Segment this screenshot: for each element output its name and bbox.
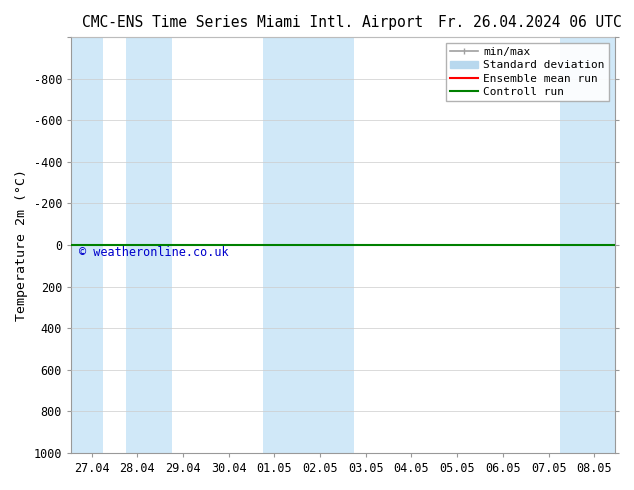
Text: Fr. 26.04.2024 06 UTC: Fr. 26.04.2024 06 UTC <box>437 15 621 30</box>
Bar <box>263 37 309 453</box>
Text: CMC-ENS Time Series Miami Intl. Airport: CMC-ENS Time Series Miami Intl. Airport <box>82 15 424 30</box>
Bar <box>560 37 615 453</box>
Legend: min/max, Standard deviation, Ensemble mean run, Controll run: min/max, Standard deviation, Ensemble me… <box>446 43 609 101</box>
Y-axis label: Temperature 2m (°C): Temperature 2m (°C) <box>15 169 28 321</box>
Bar <box>126 37 172 453</box>
Text: © weatheronline.co.uk: © weatheronline.co.uk <box>79 246 229 259</box>
Bar <box>309 37 354 453</box>
Bar <box>71 37 103 453</box>
